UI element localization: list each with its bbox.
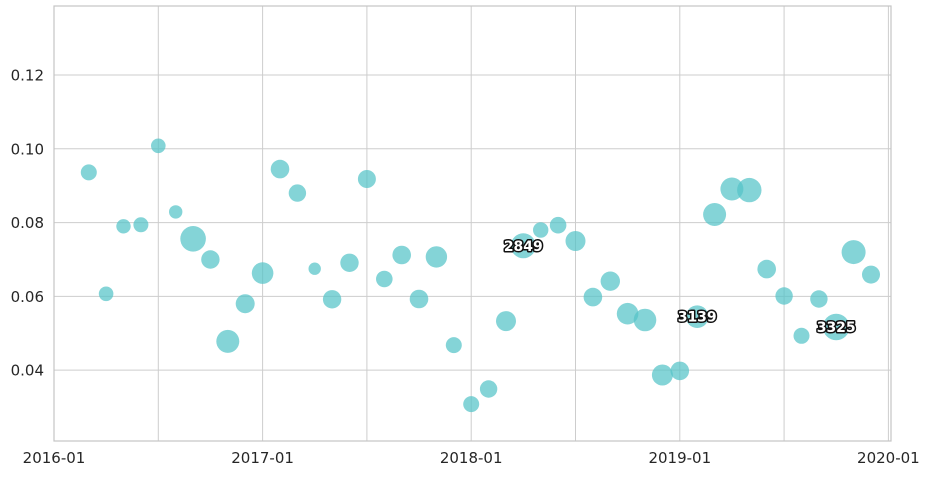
x-tick-label: 2017-01 [231, 449, 294, 467]
y-tick-label: 0.12 [11, 67, 44, 85]
bubble-2018-02 [479, 380, 498, 398]
y-tick-label: 0.06 [11, 288, 44, 306]
x-tick-label: 2020-01 [857, 449, 920, 467]
bubble-2018-01 [463, 396, 480, 413]
bubble-2019-08 [793, 327, 810, 344]
bubble-2017-01 [251, 262, 274, 284]
bubble-2019-01 [670, 361, 690, 381]
tick-labels-layer: 2016-01 2017-01 2018-01 2019-01 2020-01 0.12 0… [11, 67, 920, 468]
gridlines-layer [54, 6, 891, 441]
bubble-2016-04 [98, 286, 114, 302]
x-tick-label: 2018-01 [440, 449, 503, 467]
bubble-2018-12 [651, 364, 673, 386]
bubble-2017-08 [376, 270, 393, 288]
bubble-2018-10 [616, 302, 639, 325]
bubble-2017-06 [340, 253, 359, 272]
bubble-2016-07 [151, 138, 166, 154]
bubble-2019-04 [720, 177, 744, 201]
bubble-2019-11 [841, 240, 866, 265]
bubble-count-label: 2849 [504, 239, 543, 255]
bubble-2018-03 [496, 311, 516, 332]
bubble-2016-10 [201, 250, 220, 269]
bubble-2019-02 [685, 305, 709, 329]
bubble-2017-04 [308, 262, 321, 275]
x-tick-label: 2016-01 [23, 449, 86, 467]
y-tick-label: 0.08 [11, 214, 44, 232]
bubble-2016-08 [169, 205, 183, 219]
bubble-count-label: 3325 [817, 320, 856, 336]
bubble-2016-12 [235, 294, 255, 314]
bubble-2018-05 [533, 222, 549, 238]
bubble-2017-11 [425, 246, 448, 268]
bubble-2019-09 [810, 290, 828, 308]
bubble-2019-12 [862, 265, 880, 284]
bubble-2016-09 [180, 226, 206, 252]
bubble-count-label: 3139 [678, 310, 717, 326]
y-tick-label: 0.04 [11, 362, 44, 380]
bubble-2019-07 [775, 287, 793, 305]
plot-border [53, 5, 892, 442]
bubble-2017-03 [288, 184, 307, 202]
bubble-2018-04 [510, 233, 536, 259]
bubble-2016-03 [80, 164, 97, 181]
annotations-layer: 2849 3139 3325 [502, 237, 857, 337]
bubble-2017-07 [357, 170, 376, 188]
bubble-2019-06 [757, 259, 776, 279]
bubble-2016-11 [216, 329, 240, 353]
bubble-2016-06 [133, 217, 149, 233]
bubbles-layer [80, 138, 880, 413]
bubble-2018-09 [600, 271, 620, 291]
bubble-2017-12 [445, 337, 462, 354]
bubble-2018-08 [583, 287, 603, 307]
bubble-2017-02 [270, 159, 290, 179]
bubble-2016-05 [116, 219, 131, 234]
axes-spines-layer [53, 5, 892, 442]
bubble-2019-03 [703, 203, 727, 226]
y-tick-label: 0.10 [11, 140, 44, 158]
bubble-2019-05 [737, 177, 762, 203]
bubble-2018-07 [565, 231, 586, 251]
bubble-2017-10 [409, 289, 429, 309]
bubble-2018-11 [633, 308, 657, 332]
x-tick-label: 2019-01 [648, 449, 711, 467]
bubble-2017-09 [392, 245, 412, 265]
bubble-2019-10 [822, 313, 850, 341]
bubble-2018-06 [549, 216, 567, 234]
bubble-2017-05 [322, 290, 342, 309]
